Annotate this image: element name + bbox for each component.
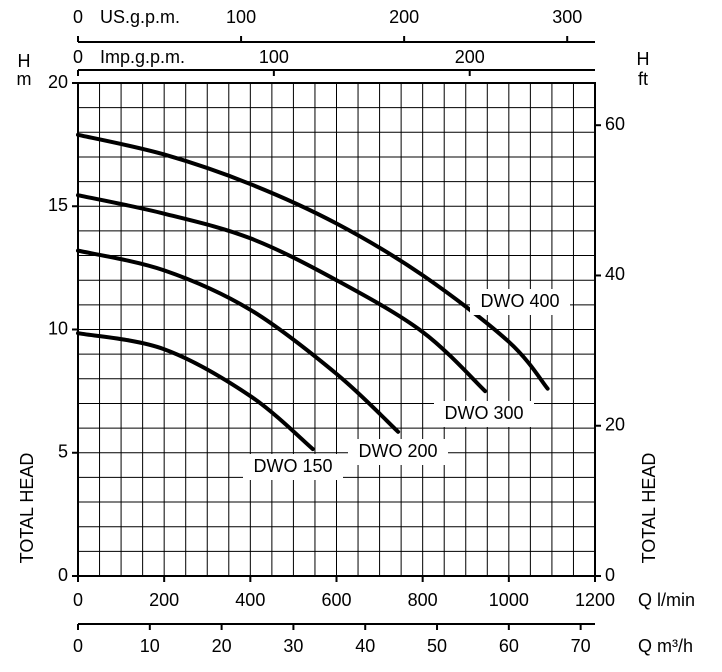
- y-tick-label: 10: [48, 318, 68, 338]
- y2-tick-label: 0: [605, 565, 615, 585]
- y2-axis-label: TOTAL HEAD: [639, 453, 659, 564]
- y-tick-label: 20: [48, 72, 68, 92]
- curve-label: DWO 400: [480, 291, 559, 311]
- curve-label-bg: [348, 439, 448, 465]
- y-unit-symbol: H: [18, 51, 31, 71]
- curve-label-bg: [243, 454, 343, 480]
- x-tick-label: 1200: [575, 590, 615, 610]
- x-tick-label: 0: [73, 590, 83, 610]
- axis-tick-label: 60: [499, 636, 519, 656]
- y-axis-label: TOTAL HEAD: [17, 453, 37, 564]
- axis-label: US.g.p.m.: [100, 7, 180, 27]
- axis-tick-label: 0: [73, 7, 83, 27]
- axis-tick-label: 0: [73, 636, 83, 656]
- axis-tick-label: 300: [552, 7, 582, 27]
- x-tick-label: 600: [321, 590, 351, 610]
- axis-tick-label: 0: [73, 47, 83, 67]
- y2-tick-label: 60: [605, 114, 625, 134]
- y-unit: m: [17, 69, 32, 89]
- axis-tick-label: 200: [455, 47, 485, 67]
- axis-tick-label: 50: [427, 636, 447, 656]
- curve-label: DWO 150: [253, 456, 332, 476]
- axis-tick-label: 20: [212, 636, 232, 656]
- axis-tick-label: 40: [355, 636, 375, 656]
- axis-tick-label: 100: [226, 7, 256, 27]
- axis-tick-label: 10: [140, 636, 160, 656]
- x-tick-label: 200: [149, 590, 179, 610]
- x-axis-label: Q l/min: [638, 590, 695, 610]
- axis-tick-label: 30: [283, 636, 303, 656]
- x-tick-label: 400: [235, 590, 265, 610]
- axis-tick-label: 70: [571, 636, 591, 656]
- y-tick-label: 5: [58, 442, 68, 462]
- curve-label-bg: [434, 401, 534, 427]
- axis-label: Imp.g.p.m.: [100, 47, 185, 67]
- y2-unit: ft: [638, 69, 648, 89]
- x-tick-label: 1000: [489, 590, 529, 610]
- axis-label: Q m³/h: [638, 636, 693, 656]
- axis-tick-label: 200: [389, 7, 419, 27]
- pump-curve: [76, 248, 401, 434]
- y-tick-label: 15: [48, 195, 68, 215]
- y2-tick-label: 40: [605, 264, 625, 284]
- pump-curve: [76, 331, 315, 452]
- y2-tick-label: 20: [605, 414, 625, 434]
- y-tick-label: 0: [58, 565, 68, 585]
- x-tick-label: 800: [408, 590, 438, 610]
- curve-label: DWO 200: [358, 441, 437, 461]
- curve-label: DWO 300: [444, 403, 523, 423]
- y2-unit-symbol: H: [637, 49, 650, 69]
- axis-tick-label: 100: [259, 47, 289, 67]
- pump-curve: [76, 132, 550, 391]
- curve-label-bg: [470, 289, 570, 315]
- pump-curve: [76, 193, 488, 394]
